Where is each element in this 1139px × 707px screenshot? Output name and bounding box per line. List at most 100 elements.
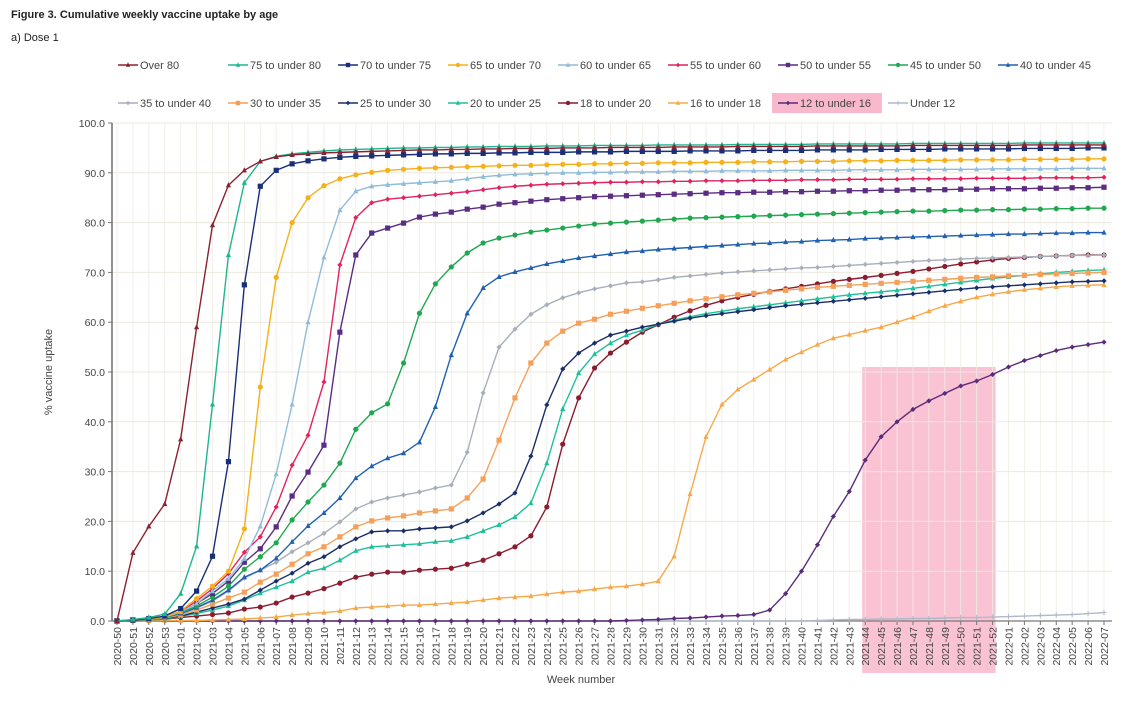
data-point: [735, 148, 741, 154]
data-point: [655, 616, 661, 623]
data-point: [353, 215, 359, 221]
data-point: [1085, 156, 1091, 162]
data-point: [719, 294, 725, 300]
data-point: [321, 544, 327, 550]
data-point: [273, 153, 279, 159]
data-point: [942, 187, 948, 193]
data-point: [719, 242, 725, 248]
data-point: [862, 176, 868, 182]
x-tick-label: 2021-12: [351, 627, 363, 666]
data-point: [193, 617, 200, 623]
data-point: [178, 436, 184, 442]
data-point: [1053, 175, 1059, 181]
data-point: [178, 605, 184, 612]
data-point: [1021, 282, 1028, 288]
data-point: [448, 264, 454, 270]
x-tick-label: 2021-39: [781, 627, 793, 666]
data-point: [448, 177, 454, 183]
data-point: [241, 596, 247, 602]
data-point: [1069, 165, 1075, 171]
series-16-to-under-18: [114, 281, 1107, 624]
data-point: [480, 596, 486, 603]
data-point: [289, 549, 295, 555]
data-point: [894, 146, 900, 152]
data-point: [607, 169, 614, 175]
data-point: [1037, 281, 1043, 287]
data-point: [846, 297, 852, 303]
data-point: [703, 433, 709, 439]
x-tick-label: 2021-07: [271, 627, 283, 666]
data-point: [305, 618, 311, 624]
legend-label: 65 to under 70: [470, 60, 541, 72]
data-point: [321, 509, 327, 516]
data-point: [432, 566, 438, 572]
data-point: [687, 315, 693, 321]
data-point: [241, 606, 247, 612]
data-point: [989, 175, 996, 181]
data-point: [400, 195, 407, 201]
data-point: [894, 287, 900, 293]
data-point: [400, 147, 407, 153]
data-point: [639, 148, 645, 154]
data-point: [798, 297, 805, 303]
data-point: [305, 499, 311, 505]
data-point: [209, 601, 216, 607]
data-point: [639, 168, 645, 174]
data-point: [767, 267, 773, 273]
data-point: [974, 274, 980, 280]
data-point: [974, 146, 980, 152]
data-point: [703, 614, 709, 620]
data-point: [910, 285, 916, 291]
data-point: [1037, 206, 1043, 212]
data-point: [560, 589, 566, 595]
x-tick-label: 2021-34: [701, 627, 713, 666]
data-point: [337, 154, 343, 160]
data-point: [751, 147, 757, 153]
data-point: [591, 161, 598, 167]
y-tick-label: 0.0: [90, 616, 105, 628]
x-tick-label: 2021-41: [812, 627, 824, 666]
data-point: [464, 164, 470, 170]
data-point: [783, 177, 789, 183]
x-tick-label: 2021-30: [637, 627, 649, 666]
data-point: [830, 158, 836, 164]
data-point: [910, 166, 916, 172]
data-point: [369, 571, 375, 577]
data-point: [735, 309, 741, 315]
data-point: [623, 168, 630, 174]
data-point: [385, 528, 391, 534]
data-point: [273, 167, 279, 173]
data-point: [257, 523, 263, 529]
x-tick-label: 2021-33: [685, 627, 697, 666]
data-point: [544, 227, 550, 233]
data-point: [1021, 254, 1028, 260]
data-point: [1085, 610, 1091, 617]
data-point: [193, 595, 200, 602]
data-point: [576, 195, 582, 201]
y-tick-label: 90.0: [85, 168, 106, 180]
legend-label: 30 to under 35: [250, 98, 321, 110]
data-point: [369, 603, 375, 610]
data-point: [846, 488, 852, 495]
data-point: [400, 528, 407, 534]
data-point: [926, 166, 932, 172]
data-point: [989, 142, 996, 148]
data-point: [719, 214, 725, 220]
data-point: [974, 231, 980, 238]
data-point: [814, 284, 821, 290]
data-point: [735, 305, 741, 311]
data-point: [591, 149, 598, 155]
data-point: [289, 161, 295, 167]
data-point: [989, 291, 996, 297]
data-point: [353, 188, 359, 194]
data-point: [607, 332, 614, 338]
data-point: [321, 609, 327, 615]
data-point: [560, 441, 566, 447]
data-point: [1021, 186, 1028, 192]
x-tick-label: 2021-31: [653, 627, 665, 666]
data-point: [480, 150, 486, 156]
data-point: [814, 177, 821, 183]
data-point: [576, 290, 582, 296]
data-point: [783, 167, 789, 173]
data-point: [607, 144, 614, 150]
